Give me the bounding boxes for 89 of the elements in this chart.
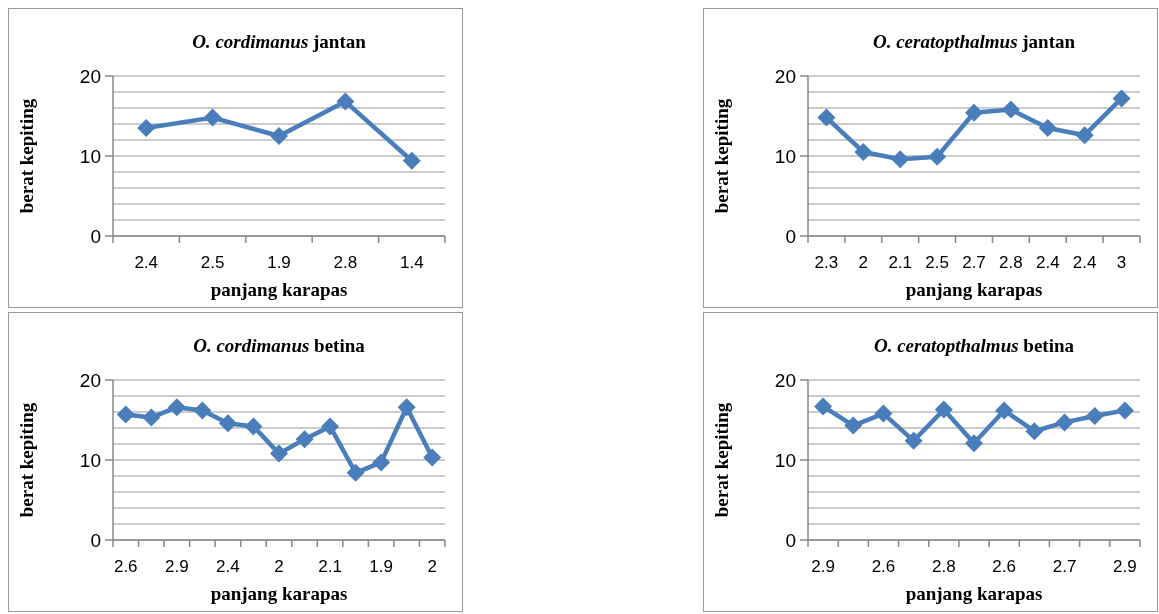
y-tick-label: 20 — [79, 65, 101, 87]
x-tick-label: 1.9 — [267, 253, 291, 272]
x-tick-label: 2.3 — [814, 253, 839, 272]
point — [995, 401, 1014, 420]
x-axis-title: panjang karapas — [905, 279, 1043, 300]
point — [1001, 100, 1020, 119]
y-tick-label: 0 — [785, 225, 796, 247]
point — [295, 430, 314, 449]
x-tick-label: 2.1 — [318, 557, 342, 576]
y-tick-label: 0 — [785, 529, 796, 551]
x-axis-title: panjang karapas — [210, 279, 348, 300]
point — [142, 408, 161, 427]
point — [891, 150, 910, 169]
y-tick-label: 20 — [774, 65, 796, 87]
x-tick-label: 2.1 — [888, 253, 913, 272]
point — [854, 143, 873, 161]
y-tick-label: 10 — [79, 145, 101, 167]
point — [844, 416, 863, 435]
x-tick-label: 2.5 — [925, 253, 949, 272]
y-axis-title: berat kepiting — [711, 98, 732, 214]
x-tick-label: 2.6 — [871, 557, 896, 576]
x-tick-label: 1.9 — [369, 557, 393, 576]
point — [193, 401, 212, 420]
x-tick-label: 2 — [274, 557, 284, 576]
point — [1085, 407, 1104, 425]
chart-title: O. cordimanus jantan — [192, 31, 367, 52]
x-tick-label: 2.8 — [999, 253, 1023, 272]
x-tick-label: 2.7 — [962, 253, 986, 272]
x-tick-label: 2.4 — [216, 557, 240, 576]
point — [1075, 126, 1094, 145]
point — [928, 147, 947, 166]
point — [203, 108, 222, 127]
x-tick-label: 2.9 — [1113, 557, 1137, 576]
x-tick-label: 2.4 — [134, 253, 159, 272]
y-tick-label: 20 — [774, 369, 796, 391]
y-axis-title: berat kepiting — [16, 98, 37, 214]
point — [1115, 401, 1134, 420]
x-tick-label: 2.9 — [165, 557, 189, 576]
point — [1112, 89, 1131, 108]
y-axis-title: berat kepiting — [16, 402, 37, 518]
x-tick-label: 2.4 — [1035, 253, 1060, 272]
x-tick-label: 1.4 — [399, 253, 424, 272]
chart-title: O. ceratopthalmus betina — [873, 335, 1075, 356]
y-axis-title: berat kepiting — [711, 402, 732, 518]
x-tick-label: 2.6 — [113, 557, 138, 576]
point — [336, 92, 355, 111]
y-tick-label: 10 — [774, 145, 796, 167]
point — [321, 417, 340, 436]
point — [1025, 422, 1044, 441]
point — [1055, 413, 1074, 432]
x-tick-label: 2.8 — [932, 557, 956, 576]
point — [137, 119, 156, 137]
point — [346, 463, 365, 482]
point — [904, 431, 923, 450]
chart-title: O. cordimanus betina — [193, 335, 366, 356]
point — [270, 127, 288, 145]
point — [1038, 119, 1057, 137]
point — [402, 151, 421, 170]
y-tick-label: 10 — [774, 449, 796, 471]
point — [817, 108, 836, 127]
point — [874, 404, 893, 423]
point — [270, 444, 288, 463]
point — [167, 398, 186, 417]
point — [116, 405, 135, 424]
point — [397, 398, 416, 417]
x-tick-label: 2.4 — [1072, 253, 1097, 272]
chart-title: O. ceratopthalmus jantan — [872, 31, 1076, 52]
x-tick-label: 2 — [427, 557, 437, 576]
point — [965, 103, 983, 122]
x-tick-label: 2.6 — [992, 557, 1016, 576]
y-tick-label: 20 — [79, 369, 101, 391]
point — [934, 400, 953, 419]
y-tick-label: 0 — [90, 529, 101, 551]
x-tick-label: 2.9 — [811, 557, 835, 576]
point — [814, 397, 833, 416]
x-tick-label: 2.5 — [200, 253, 225, 272]
y-tick-label: 10 — [79, 449, 101, 471]
x-tick-label: 3 — [1116, 253, 1127, 272]
x-tick-label: 2 — [858, 253, 869, 272]
point — [244, 417, 263, 436]
x-axis-title: panjang karapas — [905, 583, 1043, 604]
point — [965, 434, 983, 453]
y-tick-label: 0 — [90, 225, 101, 247]
x-axis-title: panjang karapas — [210, 583, 348, 604]
point — [372, 453, 391, 472]
point — [423, 448, 442, 467]
x-tick-label: 2.7 — [1052, 557, 1077, 576]
point — [218, 414, 237, 433]
x-tick-label: 2.8 — [333, 253, 358, 272]
